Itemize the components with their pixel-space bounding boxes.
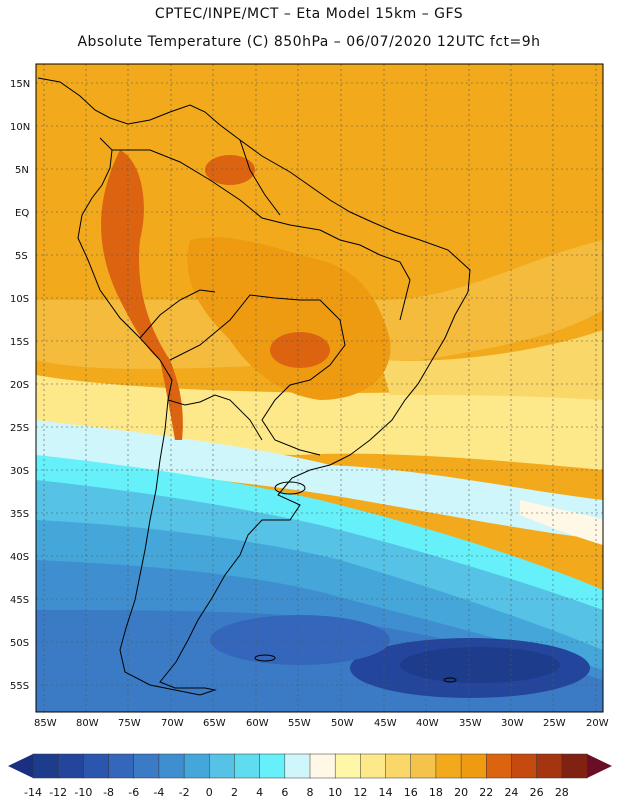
colorbar-under-arrow (8, 754, 33, 778)
lat-label: 45S (10, 595, 29, 606)
colorbar-swatch (209, 753, 236, 779)
lon-label: 70W (161, 718, 184, 729)
graticule (36, 64, 603, 712)
colorbar-swatch (259, 753, 286, 779)
colorbar-swatch (334, 753, 362, 779)
map-title-line-1: CPTEC/INPE/MCT – Eta Model 15km – GFS (154, 6, 464, 22)
latitude-axis: 15N 10N 5N EQ 5S 10S 15S 20S 25S 30S 35S… (10, 79, 30, 692)
map-title-line-2: Absolute Temperature (C) 850hPa – 06/07/… (77, 34, 541, 50)
colorbar-tick-label: -6 (128, 786, 139, 799)
lon-label: 55W (288, 718, 311, 729)
lon-label: 40W (416, 718, 439, 729)
colorbar-tick-label: 0 (206, 786, 213, 799)
lon-label: 80W (76, 718, 99, 729)
longitude-axis: 85W 80W 75W 70W 65W 60W 55W 50W 45W 40W … (34, 718, 609, 729)
lat-label: 5S (15, 251, 28, 262)
colorbar-tick-label: 12 (353, 786, 367, 799)
colorbar-swatch (435, 753, 462, 779)
temperature-field (36, 64, 603, 712)
lon-label: 65W (203, 718, 226, 729)
colorbar: -14 -12 -10 -8 -6 -4 -2 0 2 4 6 8 10 12 14 16 18 20 22 24 26… (8, 753, 612, 799)
lon-label: 60W (246, 718, 269, 729)
colorbar-tick-label: 8 (307, 786, 314, 799)
lat-label: EQ (15, 208, 29, 219)
lat-label: 20S (10, 380, 29, 391)
colorbar-tick-label: 4 (256, 786, 263, 799)
colorbar-tick-label: 6 (281, 786, 288, 799)
colorbar-swatch (309, 753, 336, 779)
colorbar-swatch (284, 753, 311, 779)
colorbar-tick-label: -8 (103, 786, 114, 799)
colorbar-swatch (133, 753, 160, 779)
colorbar-tick-label: 18 (429, 786, 443, 799)
colorbar-swatch (57, 753, 85, 779)
colorbar-swatch (234, 753, 261, 779)
colorbar-tick-label: 22 (479, 786, 493, 799)
lon-label: 35W (459, 718, 482, 729)
lon-label: 30W (501, 718, 524, 729)
colorbar-swatch (486, 753, 513, 779)
lat-label: 50S (10, 638, 29, 649)
lat-label: 15S (10, 337, 29, 348)
lon-label: 85W (34, 718, 57, 729)
colorbar-tick-label: 24 (504, 786, 518, 799)
colorbar-tick-label: -10 (74, 786, 92, 799)
colorbar-swatch (108, 753, 135, 779)
colorbar-swatch (183, 753, 210, 779)
colorbar-tick-label: -14 (24, 786, 42, 799)
colorbar-swatch (360, 753, 387, 779)
colorbar-tick-label: -2 (179, 786, 190, 799)
lon-label: 45W (374, 718, 397, 729)
colorbar-tick-label: 10 (328, 786, 342, 799)
lat-label: 5N (15, 165, 29, 176)
colorbar-tick-label: -4 (153, 786, 164, 799)
lat-label: 35S (10, 509, 29, 520)
colorbar-tick-label: 20 (454, 786, 468, 799)
lon-label: 25W (543, 718, 566, 729)
colorbar-swatch (511, 753, 538, 779)
colorbar-swatch (536, 753, 563, 779)
lat-label: 10N (10, 122, 30, 133)
colorbar-over-arrow (587, 754, 612, 778)
colorbar-swatch (32, 753, 59, 779)
colorbar-swatch (158, 753, 185, 779)
colorbar-swatch (385, 753, 412, 779)
lat-label: 15N (10, 79, 30, 90)
map-frame (35, 63, 604, 713)
lon-label: 75W (118, 718, 141, 729)
lat-label: 10S (10, 294, 29, 305)
colorbar-tick-label: -12 (49, 786, 67, 799)
lat-label: 55S (10, 681, 29, 692)
colorbar-tick-label: 14 (379, 786, 393, 799)
lat-label: 30S (10, 466, 29, 477)
lat-label: 40S (10, 552, 29, 563)
colorbar-tick-label: 28 (555, 786, 569, 799)
lat-label: 25S (10, 423, 29, 434)
coastlines (37, 77, 471, 696)
colorbar-tick-label: 26 (530, 786, 544, 799)
lon-label: 20W (586, 718, 609, 729)
lon-label: 50W (331, 718, 354, 729)
colorbar-tick-label: 16 (404, 786, 418, 799)
colorbar-swatch (410, 753, 437, 779)
colorbar-tick-label: 2 (231, 786, 238, 799)
colorbar-swatch (83, 753, 110, 779)
colorbar-swatch (460, 753, 487, 779)
colorbar-swatch (561, 753, 588, 779)
